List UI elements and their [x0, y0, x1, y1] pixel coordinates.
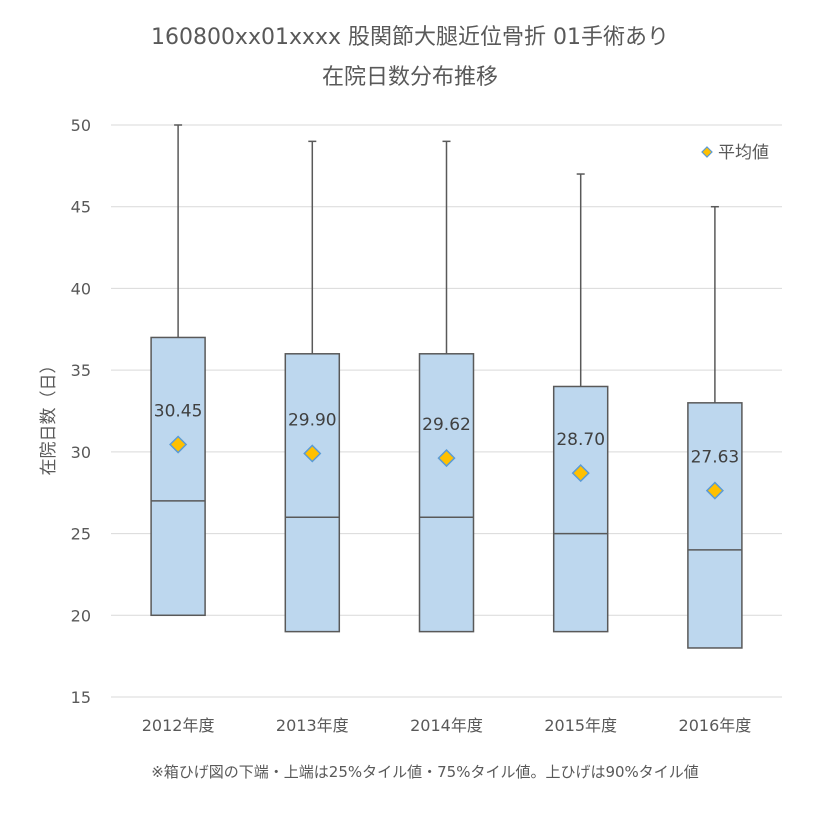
box-plot: 27.63: [687, 205, 743, 649]
y-tick-label: 45: [71, 198, 91, 217]
box-plot: 28.70: [552, 173, 609, 633]
y-axis-ticks: 15 20 25 30 35 40 45 50: [71, 116, 91, 707]
box: [284, 353, 341, 633]
mean-label: 29.62: [422, 415, 471, 435]
mean-label: 30.45: [154, 402, 203, 422]
box: [687, 402, 743, 649]
y-tick-label: 30: [71, 443, 91, 462]
legend-label: 平均値: [718, 143, 769, 163]
y-tick-label: 15: [71, 688, 91, 707]
box: [552, 385, 609, 633]
box-plot: 30.45: [150, 124, 206, 617]
x-tick-label: 2016年度: [679, 716, 752, 735]
x-tick-label: 2013年度: [276, 716, 349, 735]
y-tick-label: 20: [71, 606, 91, 625]
box-series: 30.45 29.90 29.62 28.70 27.63: [150, 124, 743, 649]
y-tick-label: 40: [71, 279, 91, 298]
mean-marker: [571, 464, 590, 483]
box-plot: 29.90: [284, 140, 341, 633]
mean-label: 27.63: [691, 448, 740, 468]
box-plot: 29.62: [418, 140, 475, 633]
mean-label: 29.90: [288, 410, 337, 430]
chart-title-line2: 在院日数分布推移: [322, 65, 498, 90]
y-tick-label: 50: [71, 116, 91, 135]
mean-marker: [303, 444, 322, 463]
x-tick-label: 2012年度: [142, 716, 215, 735]
mean-marker: [169, 435, 188, 454]
legend-mean-marker: [701, 146, 713, 158]
y-tick-label: 35: [71, 361, 91, 380]
mean-marker: [437, 449, 456, 468]
x-axis-ticks: 2012年度 2013年度 2014年度 2015年度 2016年度: [142, 716, 752, 735]
box: [150, 336, 206, 617]
box: [418, 353, 475, 633]
y-tick-label: 25: [71, 525, 91, 544]
y-axis-label: 在院日数（日）: [39, 357, 59, 476]
legend: 平均値: [701, 143, 769, 163]
chart-title-line1: 160800xx01xxxx 股関節大腿近位骨折 01手術あり: [151, 25, 669, 50]
mean-marker: [705, 481, 724, 500]
footnote: ※箱ひげ図の下端・上端は25%タイル値・75%タイル値。上ひげは90%タイル値: [151, 763, 699, 781]
mean-label: 28.70: [556, 430, 605, 450]
x-tick-label: 2014年度: [410, 716, 483, 735]
x-tick-label: 2015年度: [544, 716, 617, 735]
